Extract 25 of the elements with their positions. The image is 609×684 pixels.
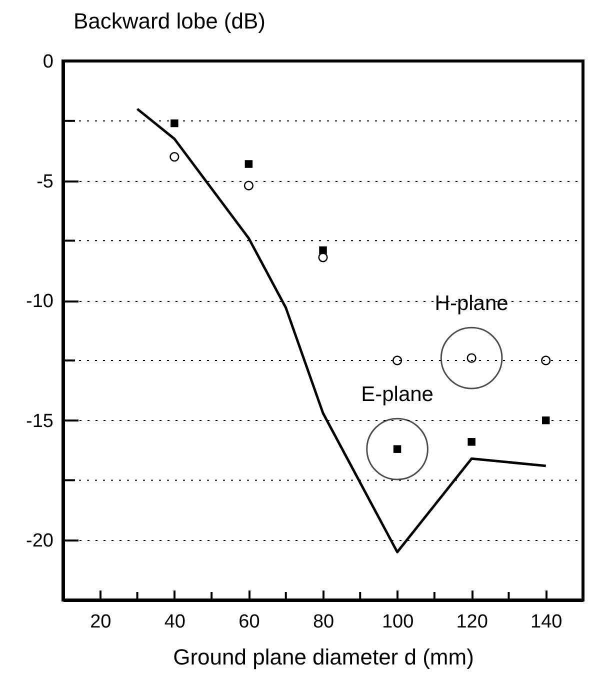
point [542,416,550,424]
y-tick-label: -15 [26,410,54,432]
point [244,180,254,190]
annotation: E-plane [361,383,434,406]
y-tick-label: -5 [36,171,54,192]
y-tick-label: 0 [42,52,54,72]
x-axis-title: Ground plane diameter d (mm) [173,644,474,670]
x-tick-label: 80 [312,612,334,632]
x-tick-label: 100 [382,612,414,632]
point [244,160,253,168]
point [318,252,328,262]
point [392,356,402,366]
x-tick-label: 60 [238,612,260,632]
x-tick-label: 120 [456,612,488,632]
point [541,356,551,366]
point [170,152,180,162]
point [468,438,476,446]
y-tick-label: -10 [26,291,54,312]
x-tick-label: 20 [90,612,112,632]
y-tick-label: -20 [26,530,54,552]
x-tick-label: 40 [164,612,186,632]
y-axis-title: Backward lobe (dB) [74,8,266,34]
annotation: H-plane [434,292,508,316]
point [170,119,178,128]
x-tick-label: 140 [530,612,562,632]
